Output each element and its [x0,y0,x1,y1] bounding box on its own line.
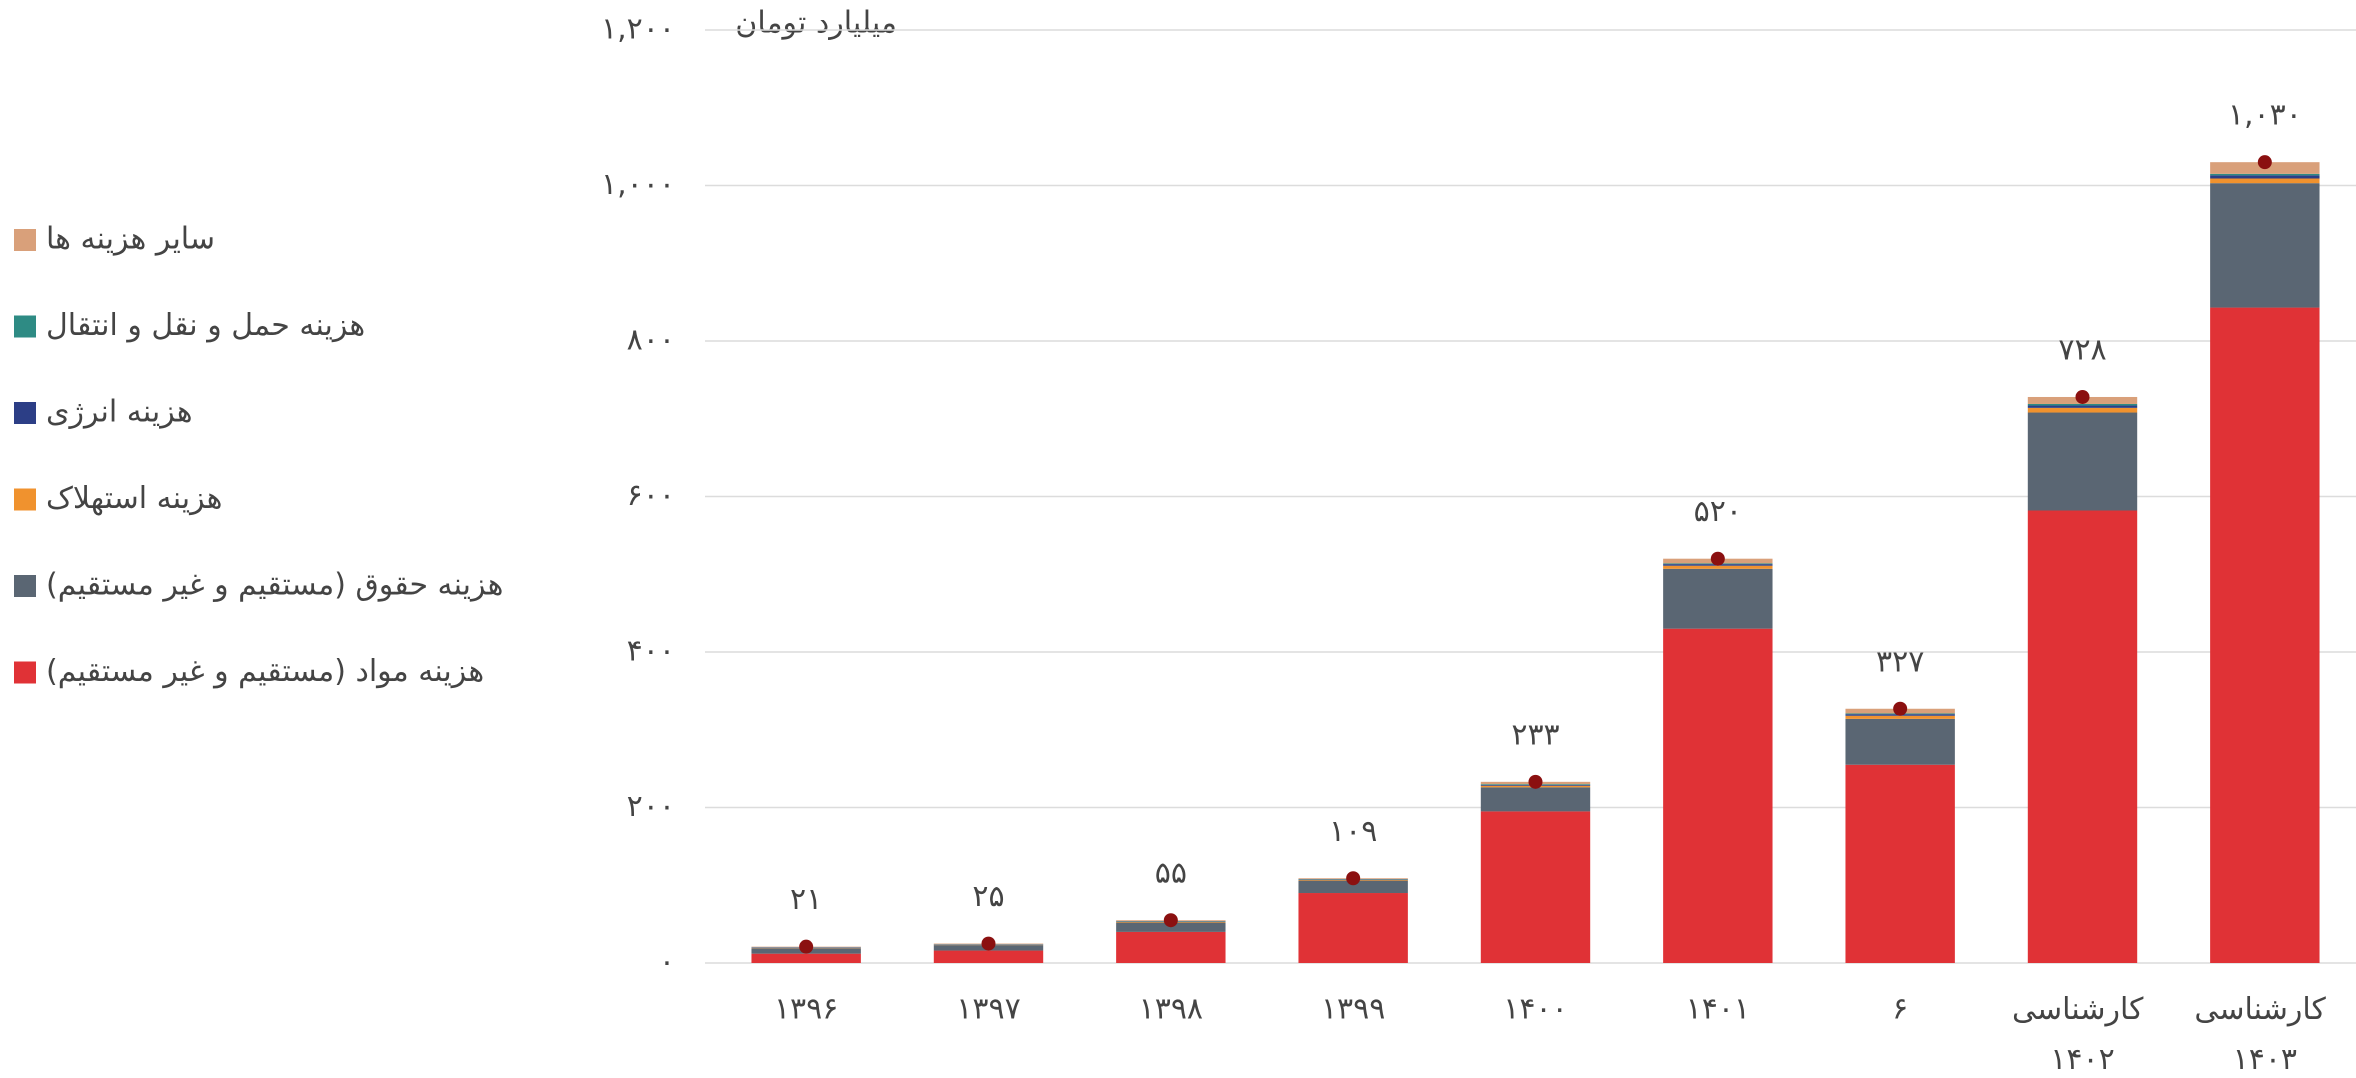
total-label: ۷۲۸ [2058,332,2106,367]
bar-segment [2210,175,2320,179]
legend-swatch [14,488,36,511]
y-tick-label: ۸۰۰ [627,323,675,358]
bar-segment [2210,183,2320,308]
x-tick-label: ۱۳۹۸ [1139,992,1203,1027]
bar-segment [1480,811,1591,963]
legend-label: هزینه مواد (مستقیم و غیر مستقیم) [46,654,484,689]
x-tick-label: کارشناسی ۱۴۰۲ [2012,992,2153,1077]
total-marker [1710,551,1725,566]
bar-segment [2027,412,2138,511]
x-tick-label: ۱۳۹۹ [1321,992,1385,1027]
total-label: ۲۳۳ [1511,717,1559,752]
total-marker [2075,389,2090,404]
bar-segment [2027,403,2138,406]
bar-segment [751,953,861,963]
y-tick-label: ۱,۰۰۰ [601,167,675,202]
legend-label: هزینه حقوق (مستقیم و غیر مستقیم) [46,568,503,603]
total-marker [981,936,996,951]
bar-segment [1663,628,1773,963]
bar-segment [2027,407,2138,413]
total-marker [1893,701,1908,716]
bar-segment [1298,880,1408,894]
legend-label: هزینه انرژی [46,395,193,430]
x-tick-label: کارشناسی ۱۴۰۳ [2194,992,2335,1077]
legend-label: هزینه استهلاک [46,481,223,516]
x-tick-label: ۱۴۰۰ [1503,992,1567,1027]
bar-segment [2210,178,2320,184]
total-label: ۵۵ [1155,856,1187,891]
bar-segment [2027,405,2138,408]
total-marker [1528,774,1543,789]
bar-segment [1845,715,1955,719]
total-marker [1163,913,1178,928]
bar-segment [1663,565,1773,569]
bar-segment [1298,893,1408,963]
bar-segment [933,950,1044,963]
y-tick-label: ۱,۲۰۰ [601,12,675,47]
bar-segment [2210,173,2320,176]
total-label: ۳۲۷ [1876,644,1924,679]
total-marker [799,939,814,954]
bar-segment [1663,568,1773,629]
y-tick-label: ۰ [659,945,675,980]
bar-segment [1480,787,1591,812]
x-tick-label: ۶ [1892,992,1908,1027]
total-marker [1346,871,1361,886]
total-marker [2257,155,2272,170]
y-axis-unit: میلیارد تومان [735,6,897,41]
total-label: ۱۰۹ [1329,814,1377,849]
bar-segment [1845,718,1955,765]
x-tick-label: ۱۴۰۱ [1686,992,1750,1027]
total-label: ۲۱ [790,882,822,917]
legend-swatch [14,575,36,597]
total-label: ۵۲۰ [1694,494,1742,529]
legend-swatch [14,315,36,338]
bar-segment [2027,510,2138,963]
y-tick-label: ۶۰۰ [627,478,675,513]
total-label: ۱,۰۳۰ [2228,98,2302,133]
x-tick-label: ۱۳۹۶ [774,992,838,1027]
legend-swatch [14,402,36,424]
y-tick-label: ۴۰۰ [627,634,675,669]
legend-swatch [14,661,36,684]
bar-segment [1845,764,1955,963]
bar-segment [1116,931,1226,963]
legend-label: هزینه حمل و نقل و انتقال [46,308,365,343]
legend-swatch [14,229,36,251]
bar-segment [2210,307,2320,963]
total-label: ۲۵ [972,879,1004,914]
x-tick-label: ۱۳۹۷ [956,992,1020,1027]
legend-label: سایر هزینه ها [46,222,215,257]
y-tick-label: ۲۰۰ [627,789,675,824]
